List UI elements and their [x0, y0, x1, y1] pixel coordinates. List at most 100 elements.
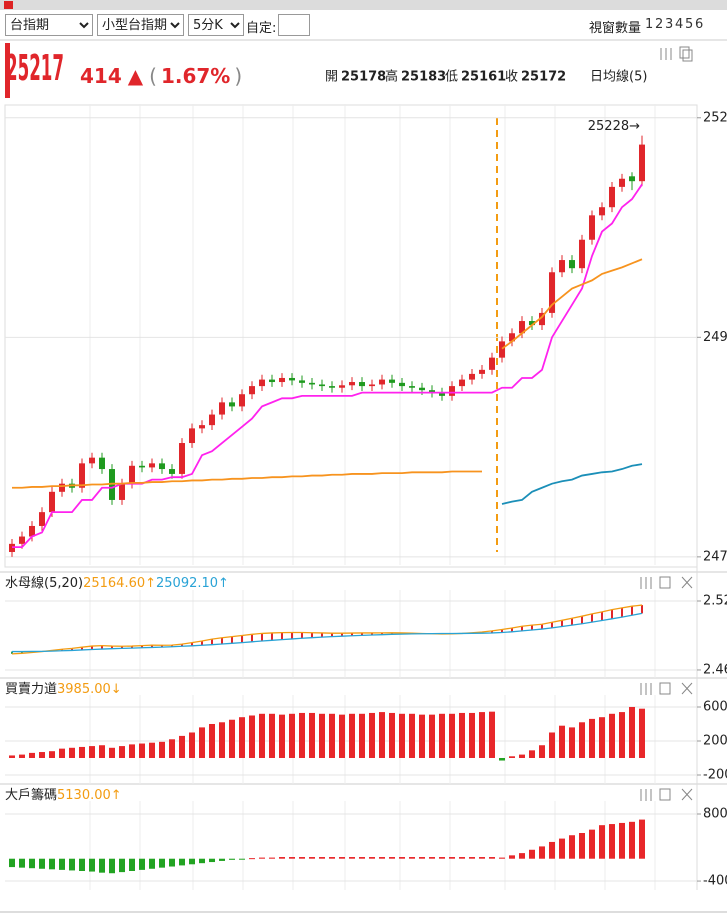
y-tick-label: -200: [703, 767, 727, 782]
window-option[interactable]: 2: [655, 17, 664, 32]
icon-stroke: [681, 682, 693, 695]
bar: [79, 858, 85, 871]
candle-body: [479, 369, 485, 374]
icon-stroke: [659, 682, 671, 695]
candle-body: [79, 463, 85, 488]
candle-body: [129, 465, 135, 484]
bar: [159, 858, 165, 868]
bar: [119, 858, 125, 873]
y-tick-label: 2.46: [703, 662, 727, 677]
bar: [639, 819, 645, 859]
bar: [409, 713, 415, 758]
ohlc-label: 收: [505, 70, 518, 85]
icon-stroke: [681, 576, 693, 589]
period-select[interactable]: 5分K: [188, 14, 244, 36]
symbol-select[interactable]: 台指期: [5, 14, 93, 36]
y-tick-label: 252: [703, 110, 727, 125]
candle-body: [229, 402, 235, 407]
candle-body: [579, 239, 585, 269]
candle-body: [59, 483, 65, 492]
bar: [359, 713, 365, 758]
series-reading: 25164.60↑: [83, 576, 156, 591]
candle-body: [209, 414, 215, 426]
candle-body: [99, 457, 105, 470]
panel-icons[interactable]: [640, 682, 693, 695]
bar: [529, 750, 535, 758]
candle-body: [89, 457, 95, 464]
bar: [69, 858, 75, 871]
bar: [439, 857, 445, 859]
panel-icons[interactable]: [660, 46, 693, 62]
bar: [19, 754, 25, 758]
bar: [369, 712, 375, 758]
candle-body: [439, 392, 445, 396]
bar: [369, 857, 375, 859]
bar: [159, 741, 165, 758]
panel-icons[interactable]: [640, 576, 693, 589]
bar: [339, 857, 345, 859]
change-arrow: ▲: [128, 64, 144, 88]
bar: [479, 712, 485, 758]
bar: [19, 858, 25, 868]
candle-body: [199, 425, 205, 429]
candle-body: [269, 379, 275, 383]
custom-input[interactable]: [278, 14, 310, 36]
line: [12, 612, 643, 653]
bar: [319, 857, 325, 859]
candle-body: [539, 312, 545, 326]
candle-body: [459, 379, 465, 387]
bar: [169, 858, 175, 867]
bar: [429, 857, 435, 859]
bar: [189, 858, 195, 865]
bar: [389, 712, 395, 758]
ohlc-value: 25172: [521, 70, 566, 85]
window-option[interactable]: 1: [645, 17, 654, 32]
bar: [119, 746, 125, 758]
window-strip: [0, 0, 727, 10]
line: [501, 463, 643, 505]
candle-body: [329, 386, 335, 388]
candle-body: [309, 382, 315, 385]
bar: [499, 757, 505, 761]
candle-body: [499, 341, 505, 358]
bar: [109, 747, 115, 758]
window-option[interactable]: 6: [695, 17, 704, 32]
candle-body: [169, 469, 175, 474]
y-tick-label: 2.52: [703, 594, 727, 609]
bar: [219, 858, 225, 861]
candle-body: [399, 382, 405, 387]
bar: [59, 858, 65, 870]
bar: [279, 857, 285, 859]
bar: [459, 857, 465, 859]
bar: [149, 742, 155, 758]
window-option[interactable]: 3: [665, 17, 674, 32]
candle-body: [369, 384, 375, 387]
annotation: 25228→: [588, 119, 640, 134]
bar: [539, 846, 545, 859]
bar: [139, 858, 145, 870]
icon-stroke: [659, 788, 671, 801]
bar: [79, 746, 85, 758]
bar: [609, 824, 615, 859]
bar: [179, 858, 185, 866]
window-option[interactable]: 4: [675, 17, 684, 32]
symbol-select[interactable]: 小型台指期: [97, 14, 184, 36]
candle-body: [259, 379, 265, 387]
candle-body: [239, 394, 245, 407]
y-tick-label: 200: [703, 733, 727, 748]
candle-body: [319, 384, 325, 387]
bar: [539, 745, 545, 758]
bar: [169, 739, 175, 758]
panel-icons[interactable]: [640, 788, 693, 801]
candle-body: [149, 463, 155, 468]
bar: [129, 858, 135, 871]
candle-body: [449, 386, 455, 396]
window-option[interactable]: 5: [685, 17, 694, 32]
window-label: 視窗數量: [589, 21, 642, 36]
candle-body: [349, 382, 355, 386]
candle-body: [549, 272, 555, 313]
candle-body: [19, 536, 25, 544]
candle-body: [489, 357, 495, 370]
